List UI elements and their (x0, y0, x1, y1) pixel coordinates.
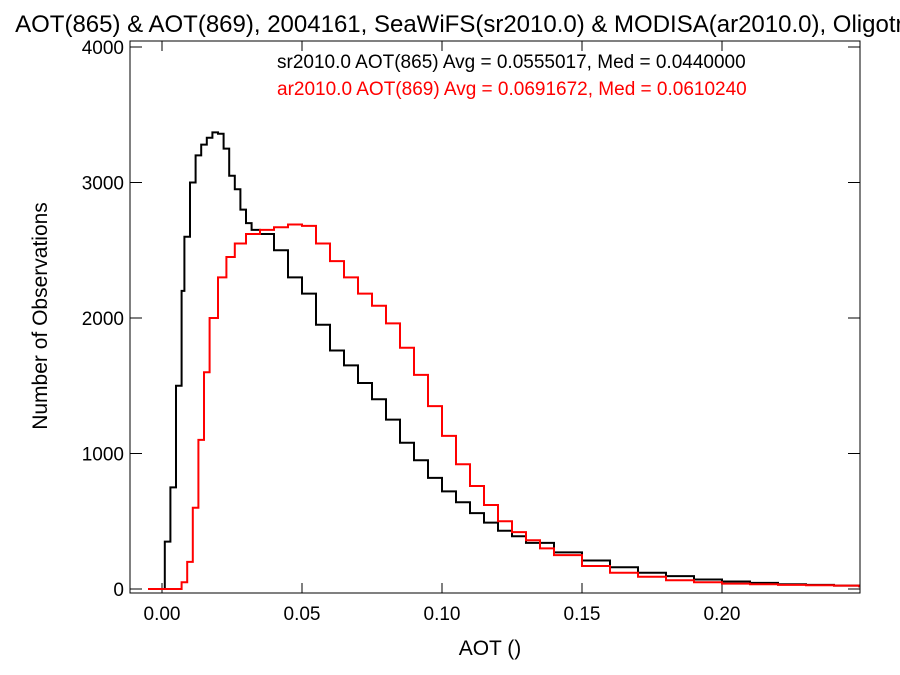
x-axis-label: AOT () (459, 637, 522, 660)
y-tick-label: 4000 (82, 38, 124, 59)
x-tick-label: 0.00 (144, 604, 181, 625)
x-tick-label: 0.05 (284, 604, 321, 625)
plot-series (148, 131, 861, 590)
series-line-red (148, 223, 861, 590)
y-tick-label: 2000 (82, 309, 124, 330)
x-tick-label: 0.20 (704, 604, 741, 625)
x-tick-label: 0.15 (564, 604, 601, 625)
legend-entry-red: ar2010.0 AOT(869) Avg = 0.0691672, Med =… (277, 79, 747, 100)
series-line-black (148, 131, 861, 590)
legend-entry-black: sr2010.0 AOT(865) Avg = 0.0555017, Med =… (277, 52, 746, 73)
chart-title: AOT(865) & AOT(869), 2004161, SeaWiFS(sr… (15, 11, 900, 38)
plot-frame (129, 40, 861, 594)
y-tick-label: 1000 (82, 445, 124, 466)
y-tick-label: 0 (113, 580, 124, 601)
axes: 0.00 0.05 0.10 0.15 0.20 0 1000 2000 3000 4000 (82, 38, 860, 625)
y-tick-label: 3000 (82, 174, 124, 195)
x-tick-label: 0.10 (424, 604, 461, 625)
y-axis-label: Number of Observations (29, 202, 52, 430)
